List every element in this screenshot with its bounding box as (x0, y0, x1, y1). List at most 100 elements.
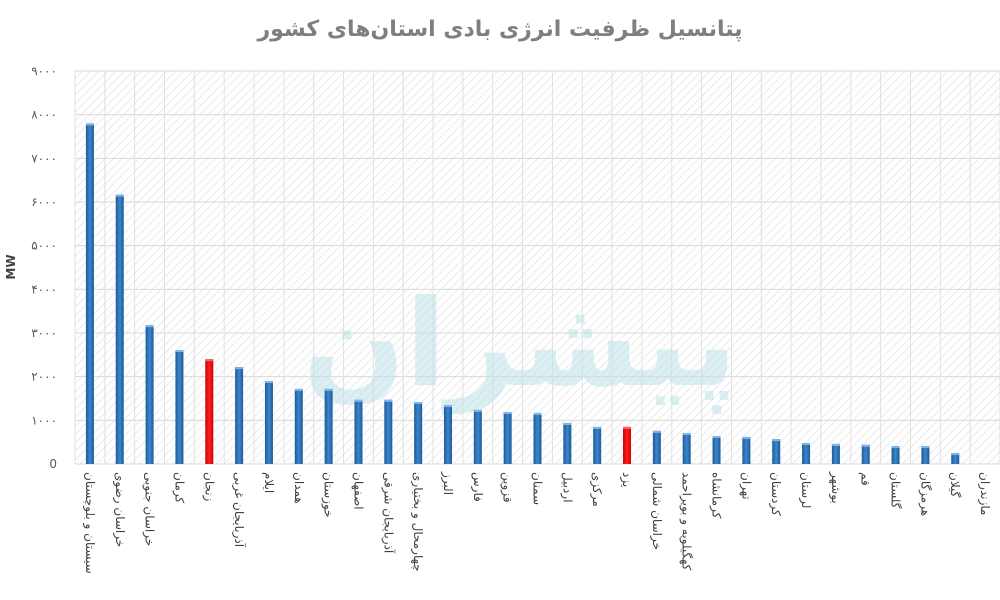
watermark-logo: پیشران (303, 275, 737, 414)
bar-cap (802, 443, 811, 446)
gridlines (74, 70, 1000, 465)
bar-10 (384, 399, 393, 464)
bar-11 (414, 401, 423, 464)
x-tick-label: مازندران (977, 472, 992, 515)
y-tick-label: ۶۰۰۰ (31, 195, 57, 209)
bar-0 (85, 123, 94, 465)
bar-cap (354, 399, 363, 402)
bar-4 (205, 359, 214, 464)
bar-19 (652, 430, 661, 464)
x-tick-label: البرز (440, 471, 455, 495)
x-tick-label: خراسان رضوی (112, 472, 127, 547)
bar-3 (175, 350, 184, 464)
bar-2 (145, 325, 154, 464)
x-tick-label: خراسان جنوبی (142, 472, 157, 546)
bar-cap (742, 436, 751, 439)
bar-17 (593, 426, 602, 464)
bar-cap (384, 399, 393, 402)
bar-cap (115, 194, 124, 197)
x-tick-label: کرمان (171, 472, 186, 504)
y-axis-label: MW (4, 254, 18, 279)
bar-cap (205, 359, 214, 362)
x-tick-label: ایلام (262, 472, 276, 493)
bar-cap (294, 388, 303, 391)
bar-24 (802, 443, 811, 464)
bar-cap (235, 367, 244, 370)
bar-cap (861, 444, 870, 447)
x-tick-label: سیستان و بلوچستان (82, 472, 97, 574)
x-tick-label: فارس (470, 472, 485, 502)
x-tick-label: کرمانشاه (709, 472, 724, 519)
x-tick-label: اصفهان (351, 472, 365, 510)
bars (85, 123, 960, 465)
bar-26 (861, 444, 870, 464)
bar-29 (951, 453, 960, 464)
x-tick-label: چهارمحال و بختیاری (410, 472, 425, 572)
bar-cap (533, 412, 542, 415)
bar-cap (324, 388, 333, 391)
x-tick-label: خراسان شمالی (649, 472, 664, 550)
x-tick-label: مرکزی (589, 472, 604, 507)
bar-12 (443, 405, 452, 464)
bar-cap (921, 446, 930, 449)
bar-cap (891, 446, 900, 449)
bar-cap (831, 443, 840, 446)
x-tick-label: آذربایجان شرقی (380, 472, 396, 554)
bar-7 (294, 388, 303, 464)
bar-22 (742, 436, 751, 464)
x-tick-label: یزد (619, 472, 634, 487)
y-tick-label: ۱۰۰۰ (31, 413, 57, 427)
bar-cap (623, 426, 632, 429)
x-tick-label: لرستان (798, 472, 813, 508)
x-tick-label: خوزستان (321, 472, 336, 518)
x-tick-label: کردستان (768, 472, 783, 516)
x-axis: سیستان و بلوچستان خراسان رضوی خراسان جنوبی… (82, 471, 992, 574)
bar-8 (324, 388, 333, 464)
x-tick-label: همدان (292, 472, 306, 504)
bar-cap (682, 432, 691, 435)
bar-cap (85, 123, 94, 126)
x-tick-label: سمنان (531, 472, 545, 505)
bar-1 (115, 194, 124, 464)
y-tick-label: ۴۰۰۰ (31, 282, 57, 296)
y-tick-label: 0 (49, 457, 57, 471)
x-tick-label: کهگیلویه و بویراحمد (679, 472, 694, 571)
x-tick-label: هرمزگان (917, 472, 932, 516)
bar-cap (414, 401, 423, 404)
bar-18 (623, 426, 632, 464)
bar-14 (503, 412, 512, 464)
y-tick-label: ۲۰۰۰ (31, 370, 57, 384)
y-tick-label: ۸۰۰۰ (31, 108, 57, 122)
bar-cap (652, 430, 661, 433)
x-tick-label: گیلان (948, 472, 962, 498)
x-tick-label: گلستان (889, 472, 903, 509)
bar-cap (175, 350, 184, 353)
plot-area (75, 71, 1000, 464)
x-tick-label: بوشهر (828, 471, 843, 504)
y-tick-label: ۹۰۰۰ (31, 64, 57, 78)
bar-6 (264, 381, 273, 464)
x-tick-label: آذربایجان غربی (231, 472, 247, 548)
bar-cap (145, 325, 154, 328)
bar-13 (473, 409, 482, 464)
bar-cap (443, 405, 452, 408)
bar-cap (503, 412, 512, 415)
x-tick-label: تهران (738, 472, 753, 500)
bar-21 (712, 436, 721, 464)
bar-9 (354, 399, 363, 464)
bar-cap (593, 426, 602, 429)
y-tick-label: ۵۰۰۰ (31, 239, 57, 253)
bar-27 (891, 446, 900, 464)
bar-cap (473, 409, 482, 412)
bar-20 (682, 432, 691, 464)
bar-28 (921, 446, 930, 464)
chart-title: پتانسیل ظرفیت انرژی بادی استان‌های کشور (257, 17, 743, 42)
x-tick-label: قم (859, 472, 873, 486)
y-tick-label: ۳۰۰۰ (31, 326, 57, 340)
bar-15 (533, 412, 542, 464)
bar-cap (772, 439, 781, 442)
bar-16 (563, 422, 572, 464)
x-tick-label: زنجان (201, 472, 216, 502)
x-tick-label: اردبیل (559, 472, 574, 503)
